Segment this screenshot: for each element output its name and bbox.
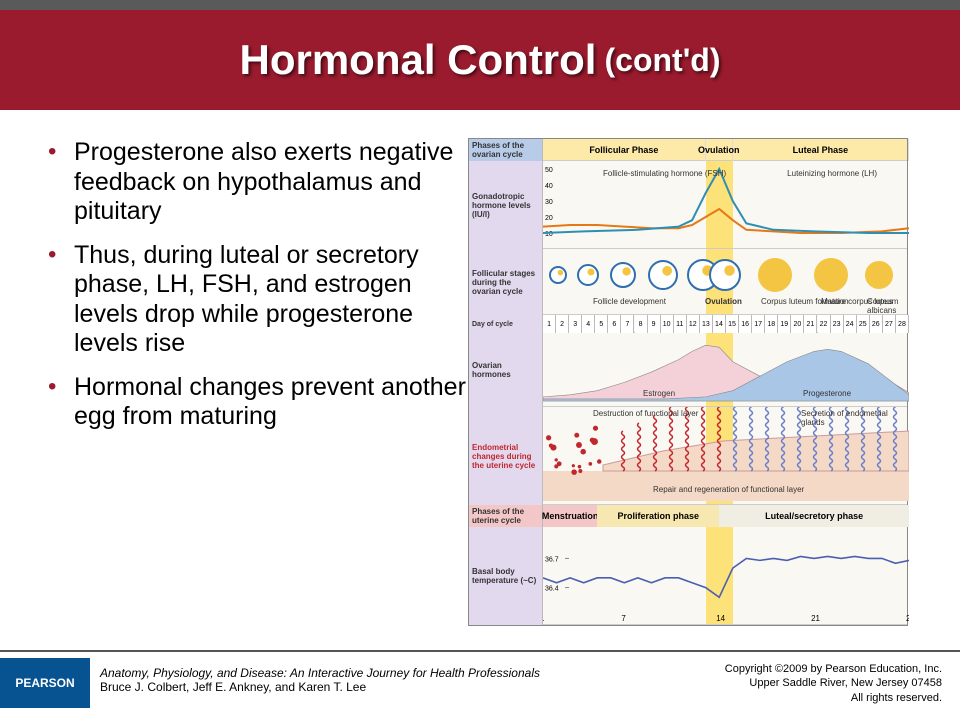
day-cell: 8 (635, 315, 648, 333)
slide-title-sub: (cont'd) (604, 42, 720, 79)
svg-text:36.4: 36.4 (545, 586, 559, 593)
bullet-item: Progesterone also exerts negative feedba… (48, 138, 468, 227)
fsh-label: Follicle-stimulating hormone (FSH) (603, 169, 726, 178)
ovarian-phase-cell: Follicular Phase (543, 139, 706, 161)
endometrial-panel: Destruction of functional layer Repair a… (543, 407, 907, 505)
day-cell: 15 (726, 315, 739, 333)
ovarian-phase-cell: Luteal Phase (733, 139, 909, 161)
bullet-item: Hormonal changes prevent another egg fro… (48, 373, 468, 432)
book-title: Anatomy, Physiology, and Disease: An Int… (100, 666, 540, 680)
svg-text:40: 40 (545, 183, 553, 190)
day-cell: 26 (870, 315, 883, 333)
follicular-stages: Follicle development Ovulation Corpus lu… (543, 249, 907, 315)
day-cell: 27 (883, 315, 896, 333)
svg-text:14: 14 (716, 614, 725, 623)
row-label-gonadotropic: Gonadotropic hormone levels (IU/l) (469, 161, 543, 249)
day-cell: 28 (896, 315, 909, 333)
ovarian-phase-row: Follicular PhaseOvulationLuteal Phase (543, 139, 907, 161)
day-cell: 3 (569, 315, 582, 333)
copyright-line: Upper Saddle River, New Jersey 07458 (725, 676, 942, 690)
label-secretion: Secretion of endometrial glands (801, 409, 907, 427)
day-cell: 17 (752, 315, 765, 333)
day-cell: 23 (831, 315, 844, 333)
book-authors: Bruce J. Colbert, Jeff E. Ankney, and Ka… (100, 680, 540, 694)
row-label-phases-uterine: Phases of the uterine cycle (469, 505, 543, 527)
row-label-phases-ovarian: Phases of the ovarian cycle (469, 139, 543, 161)
basal-temp-chart: 36.4 36.7 1 7 14 21 28 (543, 527, 907, 625)
uterine-phase-cell: Menstruation (543, 505, 597, 527)
day-cell: 2 (556, 315, 569, 333)
day-cell: 5 (595, 315, 608, 333)
svg-text:50: 50 (545, 167, 553, 174)
day-cell: 16 (739, 315, 752, 333)
svg-text:30: 30 (545, 199, 553, 206)
day-cell: 24 (844, 315, 857, 333)
content-area: Progesterone also exerts negative feedba… (0, 110, 960, 620)
day-cell: 18 (765, 315, 778, 333)
slide-footer: PEARSON Anatomy, Physiology, and Disease… (0, 650, 960, 720)
svg-text:36.7: 36.7 (545, 556, 559, 563)
day-cell: 20 (791, 315, 804, 333)
copyright-line: Copyright ©2009 by Pearson Education, In… (725, 662, 942, 676)
day-cell: 19 (778, 315, 791, 333)
row-label-endometrial: Endometrial changes during the uterine c… (469, 407, 543, 505)
ovarian-phase-cell: Ovulation (706, 139, 733, 161)
day-cell: 10 (661, 315, 674, 333)
label-repair: Repair and regeneration of functional la… (653, 485, 804, 494)
day-cell: 11 (674, 315, 687, 333)
day-cell: 9 (648, 315, 661, 333)
copyright: Copyright ©2009 by Pearson Education, In… (725, 662, 942, 705)
bullet-item: Thus, during luteal or secretory phase, … (48, 241, 468, 359)
uterine-phase-cell: Luteal/secretory phase (719, 505, 909, 527)
day-cell: 4 (582, 315, 595, 333)
day-cell: 12 (687, 315, 700, 333)
label-follicle-dev: Follicle development (593, 297, 666, 306)
slide-title-main: Hormonal Control (240, 36, 597, 84)
label-ovulation: Ovulation (705, 297, 742, 306)
day-cell: 21 (804, 315, 817, 333)
lh-label: Luteinizing hormone (LH) (787, 169, 877, 178)
book-citation: Anatomy, Physiology, and Disease: An Int… (100, 666, 540, 694)
day-cell: 6 (608, 315, 621, 333)
day-cell: 7 (621, 315, 634, 333)
svg-text:7: 7 (621, 614, 626, 623)
svg-text:21: 21 (811, 614, 820, 623)
row-label-basal: Basal body temperature (~C) (469, 527, 543, 625)
gonadotropic-chart: 1020304050 Follicle-stimulating hormone … (543, 161, 907, 249)
label-corpus-albicans: Corpus albicans (867, 297, 907, 315)
ovarian-cycle-figure: Phases of the ovarian cycle Gonadotropic… (468, 138, 908, 626)
copyright-line: All rights reserved. (725, 691, 942, 705)
uterine-phase-row: MenstruationProliferation phaseLuteal/se… (543, 505, 907, 527)
label-destruction: Destruction of functional layer (593, 409, 698, 418)
estrogen-label: Estrogen (643, 389, 675, 398)
svg-text:28: 28 (906, 614, 909, 623)
row-label-day: Day of cycle (469, 315, 543, 333)
row-label-follicular: Follicular stages during the ovarian cyc… (469, 249, 543, 315)
day-cell: 25 (857, 315, 870, 333)
uterine-phase-cell: Proliferation phase (597, 505, 719, 527)
day-axis: 1234567891011121314151617181920212223242… (543, 315, 907, 333)
bullet-list: Progesterone also exerts negative feedba… (48, 138, 468, 620)
day-cell: 1 (543, 315, 556, 333)
day-cell: 22 (818, 315, 831, 333)
row-label-ovarian-hormones: Ovarian hormones (469, 333, 543, 407)
day-cell: 14 (713, 315, 726, 333)
pearson-logo: PEARSON (0, 658, 90, 708)
progesterone-label: Progesterone (803, 389, 851, 398)
day-cell: 13 (700, 315, 713, 333)
svg-text:20: 20 (545, 215, 553, 222)
title-band: Hormonal Control (cont'd) (0, 0, 960, 110)
ovarian-hormones-chart: Estrogen Progesterone (543, 333, 907, 407)
svg-text:1: 1 (543, 614, 545, 623)
